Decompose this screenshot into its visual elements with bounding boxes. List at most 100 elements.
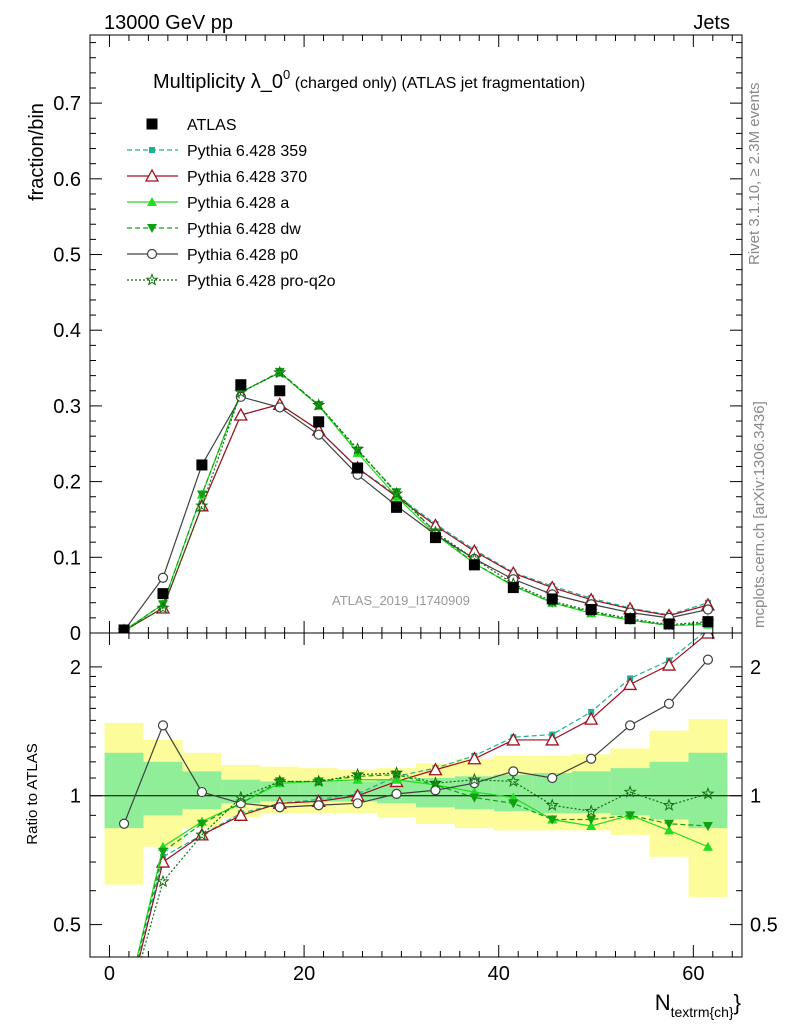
- main-ytick-label: 0.6: [53, 169, 81, 191]
- ratio-series-line-1: [138, 633, 705, 957]
- legend-entry-0: ATLAS: [146, 117, 237, 134]
- main-ytick-label: 0.4: [53, 320, 81, 342]
- main-series-line-2: [123, 403, 709, 632]
- ratio-point-6-15: [701, 786, 715, 800]
- legend-label-5: Pythia 6.428 p0: [187, 247, 298, 264]
- main-series-line-5: [123, 396, 709, 632]
- main-point-4-4: [274, 367, 285, 377]
- ratio-point-4-14: [664, 819, 675, 829]
- ratio-xtick-label: 20: [293, 963, 315, 985]
- ratio-point-5-2: [196, 786, 208, 798]
- x-axis-label-sub: textrm{ch}: [671, 1004, 734, 1020]
- legend-marker-0: [146, 118, 158, 130]
- ratio-panel-axes: 0.5 0.51 12 20 20 40 60: [53, 633, 778, 985]
- ratio-point-5-4: [274, 802, 285, 813]
- ratio-point-5-7: [391, 788, 402, 799]
- ratio-point-6-7: [389, 766, 404, 779]
- ratio-xtick-label: 60: [682, 963, 704, 985]
- ratio-band-inner-5: [299, 781, 339, 802]
- main-series-line-3: [123, 371, 708, 632]
- ratio-point-6-8: [428, 776, 443, 789]
- legend-entry-4: Pythia 6.428 dw: [127, 221, 301, 238]
- ratio-point-3-0: [119, 1008, 129, 1017]
- ratio-point-5-12: [586, 753, 597, 764]
- ratio-point-2-3: [233, 807, 248, 821]
- ratio-point-5-14: [663, 698, 675, 709]
- main-point-0-6: [352, 462, 364, 474]
- ratio-point-2-9: [467, 751, 482, 765]
- x-axis-label-close: }: [734, 990, 741, 1015]
- ratio-ytick-label-left: 0.5: [53, 915, 81, 937]
- main-point-0-10: [507, 582, 519, 594]
- ratio-ytick-label-left: 2: [70, 657, 81, 679]
- ratio-point-2-8: [428, 762, 443, 776]
- main-y-axis-label: fraction/bin: [26, 103, 48, 201]
- ratio-point-4-12: [586, 815, 597, 825]
- ratio-point-5-15: [702, 654, 714, 665]
- main-point-0-13: [624, 613, 636, 625]
- ratio-series-6: [119, 766, 715, 1024]
- ratio-xtick-label: 0: [104, 963, 115, 985]
- ratio-point-5-11: [547, 772, 558, 784]
- legend-label-0: ATLAS: [187, 117, 237, 134]
- ratio-point-6-14: [662, 798, 676, 811]
- main-point-0-0: [118, 624, 130, 633]
- legend-entry-2: Pythia 6.428 370: [127, 168, 307, 186]
- main-point-6-2: [195, 498, 209, 512]
- ratio-point-6-9: [467, 772, 481, 786]
- ratio-point-4-0: [119, 1009, 129, 1018]
- header-right: Jets: [693, 12, 730, 34]
- main-point-0-7: [391, 501, 403, 513]
- ratio-point-4-2: [196, 819, 207, 829]
- ratio-point-6-1: [156, 874, 170, 888]
- main-ytick-label: 0.1: [53, 547, 81, 569]
- legend-marker-1: [149, 147, 155, 153]
- main-point-6-5: [312, 398, 326, 411]
- ratio-point-5-6: [352, 798, 363, 809]
- ratio-ytick-label-right: 1: [750, 786, 761, 808]
- main-point-5-15: [702, 604, 714, 615]
- main-ytick-label: 0.2: [53, 472, 81, 494]
- ratio-point-1-0: [121, 1017, 127, 1023]
- ratio-series-line-4: [137, 774, 708, 957]
- ratio-point-2-0: [118, 1014, 130, 1024]
- ratio-point-6-0: [119, 1014, 129, 1024]
- ratio-panel-frame: [89, 632, 743, 958]
- ratio-ytick-label-right: 0.5: [750, 915, 778, 937]
- ratio-point-3-12: [586, 820, 597, 830]
- legend-marker-3: [147, 197, 157, 206]
- ratio-series-5: [118, 654, 714, 829]
- legend-marker-2: [144, 168, 160, 182]
- ratio-point-2-15: [700, 633, 716, 639]
- main-point-0-12: [585, 604, 597, 616]
- main-point-5-5: [313, 429, 324, 440]
- legend-label-2: Pythia 6.428 370: [187, 169, 307, 186]
- main-ytick-label: 0.5: [53, 245, 81, 267]
- legend-marker-6: [145, 273, 159, 286]
- ratio-point-4-11: [547, 815, 558, 825]
- ratio-point-2-14: [661, 657, 677, 671]
- ratio-point-6-11: [545, 798, 559, 811]
- ratio-band-inner-15: [688, 752, 728, 829]
- legend-marker-4: [147, 224, 157, 233]
- main-panel-curves: [117, 365, 716, 633]
- ratio-point-3-14: [664, 825, 675, 835]
- main-title-suffix: (charged only) (ATLAS jet fragmentation): [290, 75, 585, 92]
- main-point-6-6: [351, 442, 365, 455]
- ratio-point-4-1: [157, 847, 168, 857]
- legend-label-1: Pythia 6.428 359: [187, 143, 307, 160]
- ratio-point-5-1: [157, 720, 169, 731]
- ratio-point-2-12: [584, 711, 599, 725]
- ratio-point-5-13: [624, 720, 636, 731]
- ratio-panel-background: [90, 719, 742, 897]
- ratio-point-4-9: [469, 793, 480, 803]
- header-left: 13000 GeV pp: [104, 12, 233, 34]
- main-point-0-11: [546, 593, 558, 605]
- ratio-band-inner-14: [649, 761, 689, 820]
- ratio-point-4-15: [702, 821, 713, 831]
- main-point-6-1: [156, 601, 170, 614]
- ratio-point-4-10: [508, 799, 519, 809]
- main-point-0-14: [663, 618, 675, 630]
- ratio-y-axis-label: Ratio to ATLAS: [24, 743, 41, 844]
